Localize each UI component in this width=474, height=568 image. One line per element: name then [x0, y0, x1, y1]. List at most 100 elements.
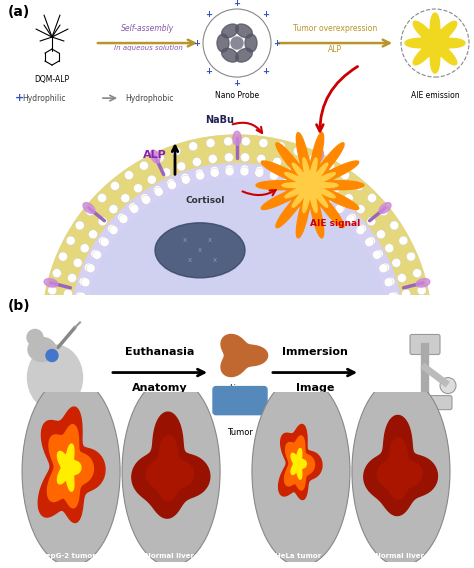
Circle shape	[74, 307, 83, 316]
Text: Tumor overexpression: Tumor overexpression	[293, 24, 377, 33]
Circle shape	[109, 225, 118, 235]
Circle shape	[355, 181, 364, 190]
Circle shape	[298, 179, 307, 188]
Text: Anatomy: Anatomy	[132, 383, 188, 392]
Ellipse shape	[379, 203, 391, 214]
Ellipse shape	[28, 337, 56, 361]
Text: Cortisol: Cortisol	[185, 196, 225, 204]
Circle shape	[298, 181, 307, 190]
Polygon shape	[42, 135, 432, 320]
Circle shape	[208, 154, 217, 164]
Text: Self-assembly: Self-assembly	[121, 24, 174, 33]
Circle shape	[255, 168, 264, 177]
Text: NaBu: NaBu	[206, 115, 235, 125]
Text: ALP: ALP	[328, 45, 342, 54]
Text: HepG-2 tumor: HepG-2 tumor	[40, 553, 96, 558]
Text: Tumor: Tumor	[227, 428, 253, 437]
Circle shape	[323, 195, 332, 204]
Text: Normal liver: Normal liver	[145, 553, 193, 558]
Polygon shape	[364, 415, 438, 516]
Circle shape	[130, 204, 139, 214]
Circle shape	[99, 236, 108, 245]
Circle shape	[347, 213, 356, 222]
Circle shape	[80, 244, 89, 253]
Text: In aqueous solution: In aqueous solution	[114, 45, 182, 51]
Circle shape	[417, 286, 426, 295]
Ellipse shape	[217, 34, 229, 52]
Text: Hydrophilic: Hydrophilic	[22, 94, 65, 103]
Circle shape	[147, 175, 156, 184]
Circle shape	[121, 194, 130, 203]
Circle shape	[346, 215, 355, 223]
Circle shape	[122, 377, 220, 566]
Ellipse shape	[245, 34, 257, 52]
Circle shape	[86, 207, 95, 216]
Circle shape	[288, 162, 297, 171]
Circle shape	[365, 237, 374, 247]
Circle shape	[225, 165, 234, 174]
Circle shape	[75, 221, 84, 230]
Polygon shape	[70, 163, 404, 321]
Circle shape	[259, 139, 268, 148]
Circle shape	[366, 236, 375, 245]
Circle shape	[401, 9, 469, 77]
Circle shape	[379, 207, 388, 216]
Circle shape	[140, 194, 149, 203]
Circle shape	[167, 179, 176, 188]
Circle shape	[81, 278, 90, 287]
Text: AIE emission: AIE emission	[410, 91, 459, 100]
Circle shape	[388, 292, 397, 301]
Circle shape	[125, 170, 134, 179]
Ellipse shape	[83, 203, 95, 214]
Circle shape	[153, 186, 162, 195]
Text: +: +	[234, 0, 240, 7]
Circle shape	[224, 137, 233, 146]
Circle shape	[119, 215, 128, 223]
Text: x: x	[213, 257, 217, 264]
Text: Hydrophobic: Hydrophobic	[125, 94, 173, 103]
Circle shape	[92, 250, 101, 260]
Polygon shape	[47, 425, 93, 508]
Circle shape	[206, 139, 215, 148]
Text: x: x	[198, 247, 202, 253]
Circle shape	[241, 153, 250, 162]
Text: +: +	[205, 67, 212, 76]
Circle shape	[224, 153, 233, 162]
Circle shape	[367, 194, 376, 202]
Circle shape	[66, 236, 75, 245]
Circle shape	[340, 170, 349, 179]
Circle shape	[413, 269, 422, 278]
Circle shape	[192, 157, 201, 166]
Circle shape	[91, 249, 100, 258]
Circle shape	[98, 217, 107, 225]
Circle shape	[392, 258, 401, 268]
Circle shape	[181, 173, 190, 182]
Circle shape	[134, 184, 143, 193]
Text: HeLa tumor: HeLa tumor	[275, 553, 321, 558]
Circle shape	[86, 264, 95, 273]
Circle shape	[79, 277, 88, 286]
Text: x: x	[208, 237, 212, 243]
Text: +: +	[234, 78, 240, 87]
Ellipse shape	[150, 150, 160, 163]
Polygon shape	[256, 132, 364, 238]
Circle shape	[68, 274, 77, 282]
Circle shape	[386, 277, 395, 286]
Polygon shape	[291, 449, 306, 479]
Ellipse shape	[314, 150, 324, 163]
Circle shape	[89, 230, 98, 239]
Ellipse shape	[416, 278, 430, 287]
Polygon shape	[279, 424, 322, 499]
Circle shape	[162, 168, 171, 177]
Circle shape	[384, 278, 393, 287]
Circle shape	[203, 9, 271, 77]
Circle shape	[269, 171, 278, 180]
Text: Nano Probe: Nano Probe	[215, 91, 259, 100]
Circle shape	[64, 289, 73, 298]
Circle shape	[276, 142, 285, 151]
Text: ALP: ALP	[143, 150, 167, 160]
Circle shape	[182, 175, 191, 184]
Circle shape	[284, 173, 293, 182]
Polygon shape	[405, 13, 465, 73]
Circle shape	[45, 303, 54, 312]
